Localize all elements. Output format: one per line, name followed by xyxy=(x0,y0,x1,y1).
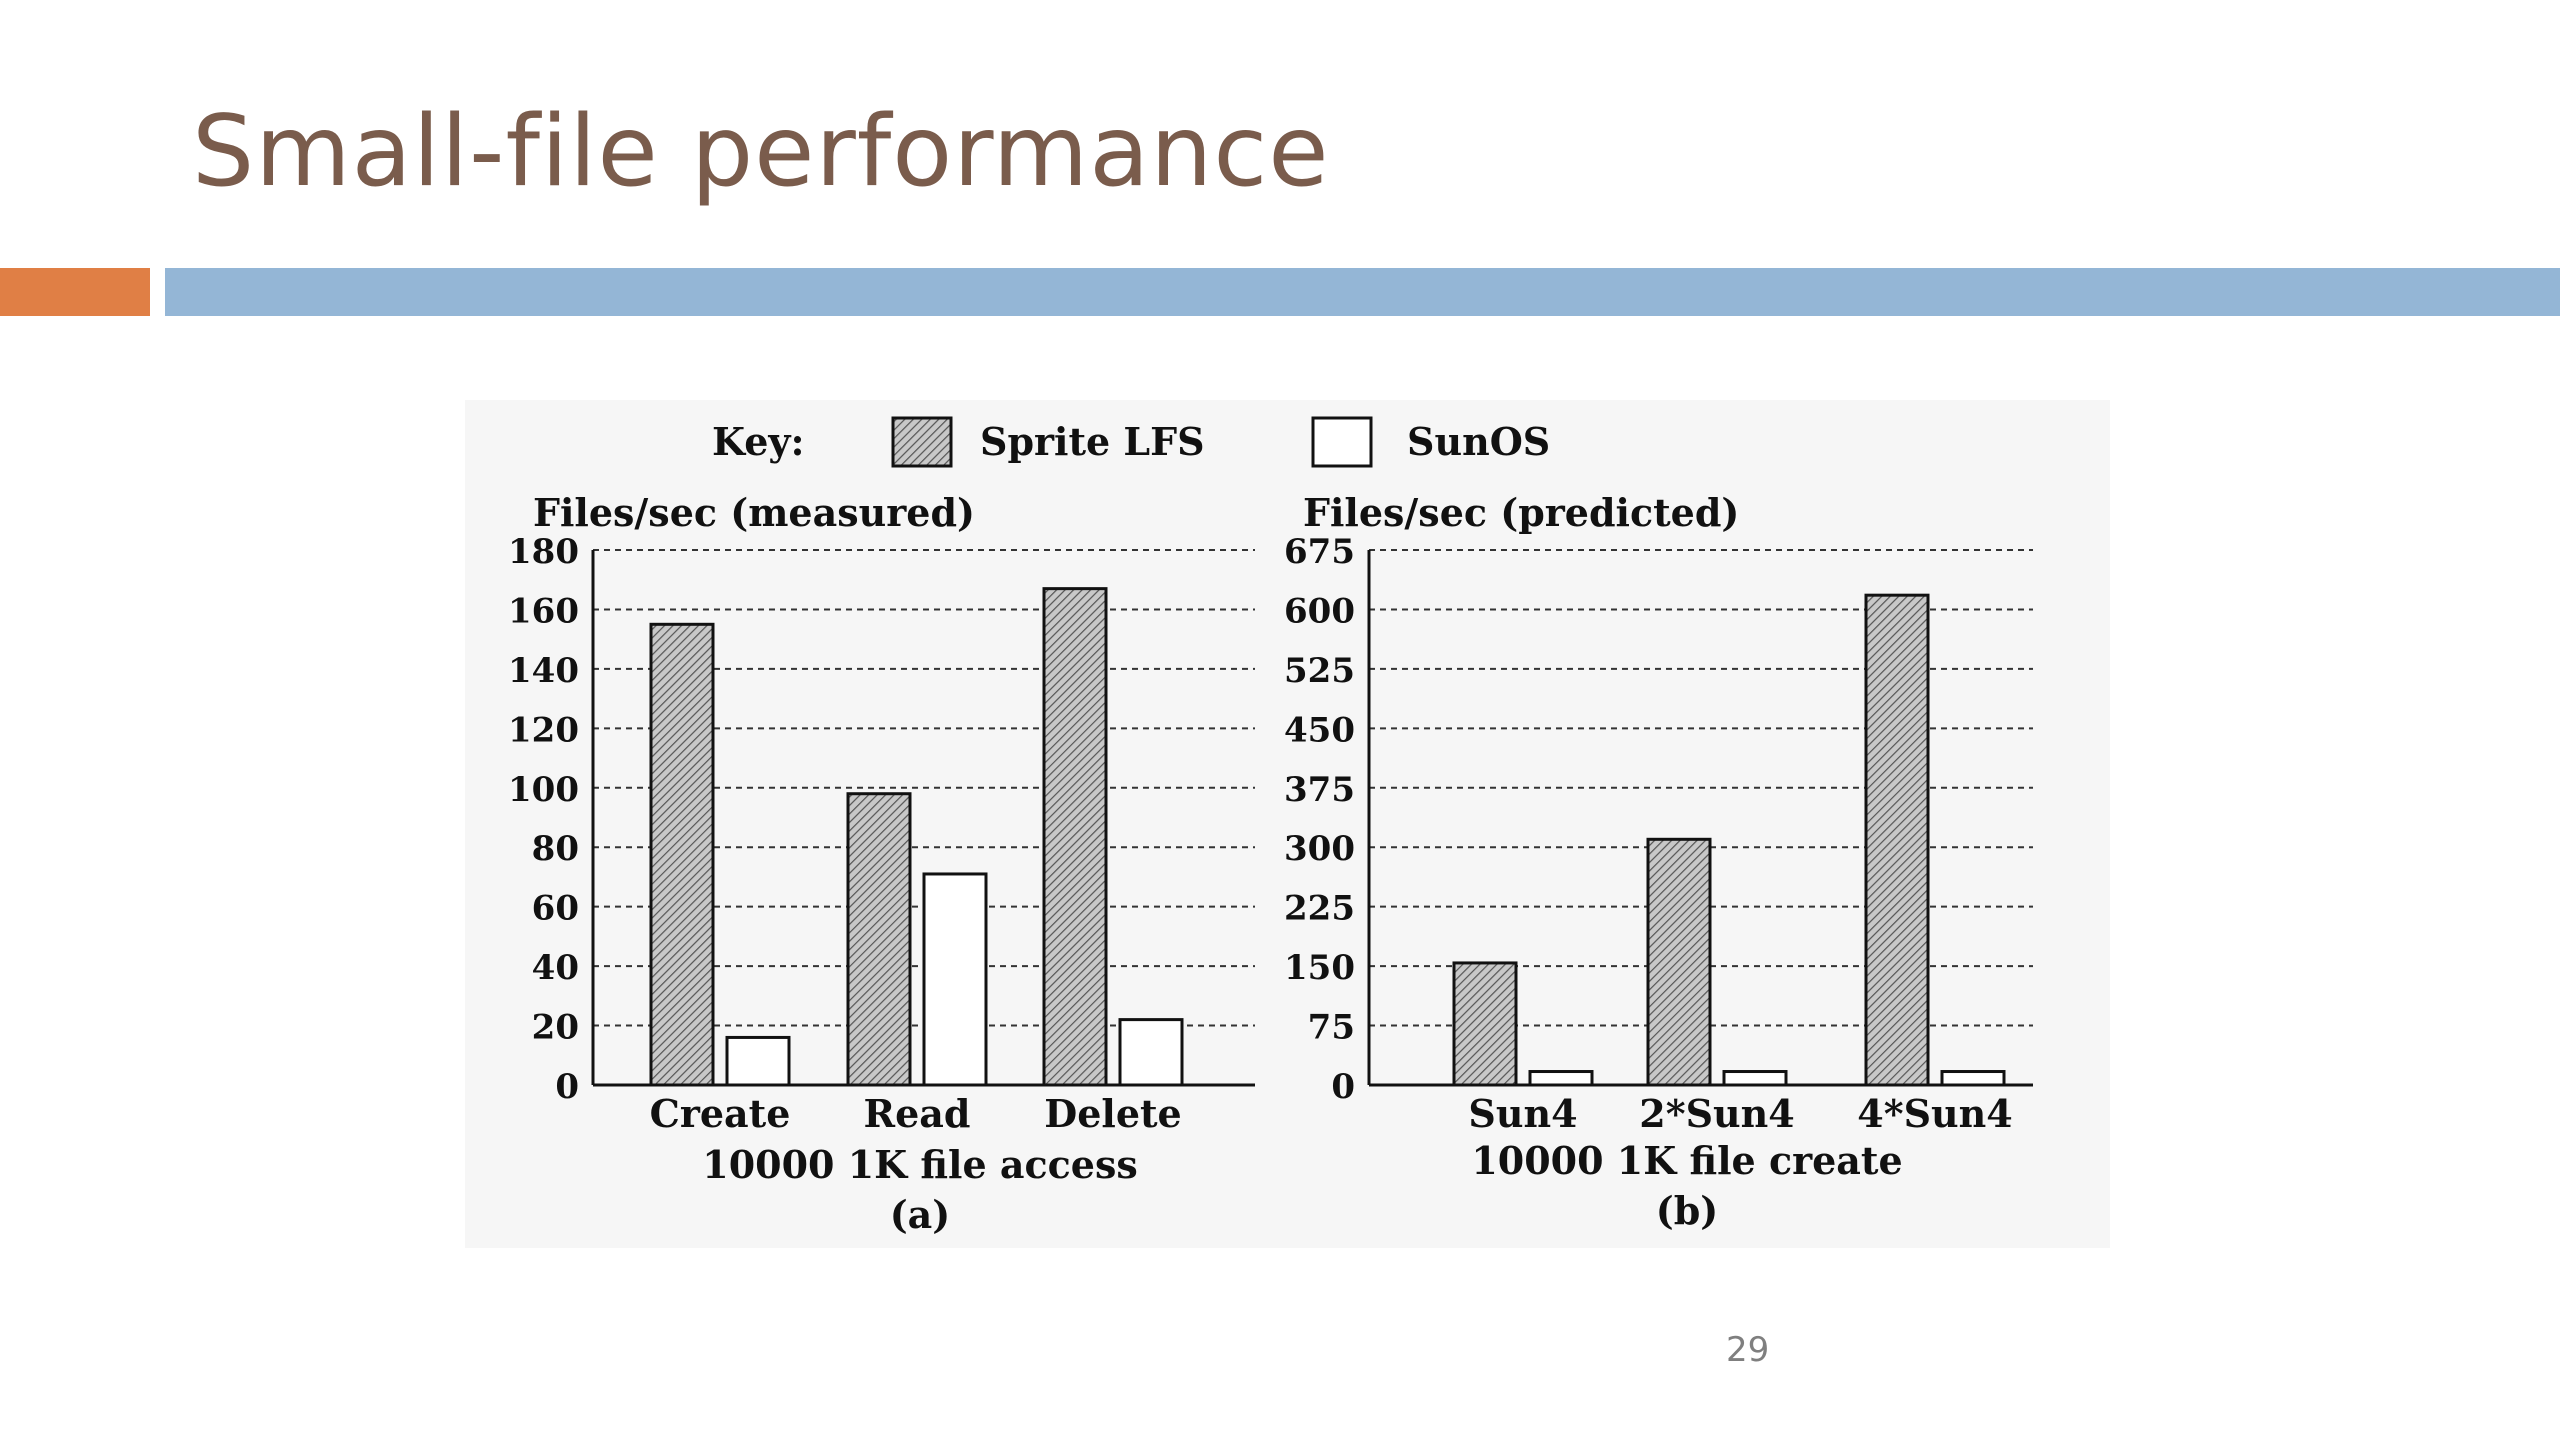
y-tick-label: 150 xyxy=(1284,948,1355,988)
y-tick-label: 450 xyxy=(1284,710,1355,750)
y-tick-label: 120 xyxy=(508,710,579,750)
panel-b-label: (b) xyxy=(1656,1188,1719,1233)
bar-sunos-delete xyxy=(1118,1018,1184,1087)
panel-a-label: (a) xyxy=(890,1192,951,1237)
y-tick-label: 600 xyxy=(1284,591,1355,631)
y-tick-label: 40 xyxy=(532,948,579,988)
legend-label-sunos: SunOS xyxy=(1407,419,1550,464)
bar-sprite-lfs-read xyxy=(846,792,912,1087)
panel-b-y-tick-labels: 0 75 150 225 300 375 450 525 600 675 xyxy=(1284,532,1355,1107)
y-tick-label: 160 xyxy=(508,591,579,631)
x-tick-label: Create xyxy=(650,1091,791,1136)
figure-svg: Key: Sprite LFS SunOS Files/sec (measure… xyxy=(508,416,2033,1237)
panel-a-ylabel: Files/sec (measured) xyxy=(533,490,975,535)
bar-sprite-lfs-4-sun4 xyxy=(1864,593,1930,1087)
y-tick-label: 75 xyxy=(1308,1008,1355,1048)
bar-sunos-2-sun4 xyxy=(1722,1070,1788,1087)
bar-sunos-4-sun4 xyxy=(1940,1070,2006,1087)
y-tick-label: 225 xyxy=(1284,889,1355,929)
title-underline-bar xyxy=(165,268,2560,316)
y-tick-label: 80 xyxy=(532,829,579,869)
chart-panel-b: Files/sec (predicted) 0 75 150 225 300 375 450… xyxy=(1284,490,2033,1233)
panel-a-y-tick-labels: 0 20 40 60 80 100 120 140 160 180 xyxy=(508,532,579,1107)
y-tick-label: 525 xyxy=(1284,651,1355,691)
bar-sunos-read xyxy=(922,872,988,1087)
y-tick-label: 140 xyxy=(508,651,579,691)
accent-bar xyxy=(0,268,150,316)
x-tick-label: 2*Sun4 xyxy=(1639,1091,1794,1136)
panel-a-xlabel: 10000 1K file access xyxy=(702,1142,1137,1187)
bar-sprite-lfs-2-sun4 xyxy=(1646,837,1712,1087)
y-tick-label: 300 xyxy=(1284,829,1355,869)
y-tick-label: 20 xyxy=(532,1008,579,1048)
y-tick-label: 180 xyxy=(508,532,579,572)
x-tick-label: Sun4 xyxy=(1468,1091,1577,1136)
bar-sunos-sun4 xyxy=(1528,1070,1594,1087)
bar-sprite-lfs-delete xyxy=(1042,587,1108,1087)
panel-a-bars xyxy=(649,587,1184,1087)
y-tick-label: 0 xyxy=(1331,1067,1355,1107)
x-tick-label: 4*Sun4 xyxy=(1857,1091,2012,1136)
y-tick-label: 60 xyxy=(532,889,579,929)
chart-panel-a: Files/sec (measured) 0 20 40 60 80 100 120 140 1… xyxy=(508,490,1255,1237)
y-tick-label: 375 xyxy=(1284,770,1355,810)
legend: Key: Sprite LFS SunOS xyxy=(712,416,1550,468)
legend-swatch-sunos xyxy=(1311,416,1373,468)
panel-a-x-tick-labels: Create Read Delete xyxy=(650,1091,1182,1136)
x-tick-label: Read xyxy=(864,1091,971,1136)
x-tick-label: Delete xyxy=(1044,1091,1181,1136)
legend-key-label: Key: xyxy=(712,419,804,464)
y-tick-label: 0 xyxy=(555,1067,579,1107)
panel-b-xlabel: 10000 1K file create xyxy=(1471,1138,1902,1183)
legend-label-sprite-lfs: Sprite LFS xyxy=(980,419,1205,464)
bar-sprite-lfs-sun4 xyxy=(1452,961,1518,1087)
y-tick-label: 675 xyxy=(1284,532,1355,572)
legend-swatch-sprite-lfs xyxy=(891,416,953,468)
slide-title: Small-file performance xyxy=(192,95,1330,209)
panel-b-x-tick-labels: Sun4 2*Sun4 4*Sun4 xyxy=(1468,1091,2012,1136)
bar-sprite-lfs-create xyxy=(649,622,715,1087)
page-number: 29 xyxy=(1726,1330,1770,1370)
bar-sunos-create xyxy=(725,1035,791,1087)
figure: Key: Sprite LFS SunOS Files/sec (measure… xyxy=(465,400,2110,1248)
y-tick-label: 100 xyxy=(508,770,579,810)
panel-b-ylabel: Files/sec (predicted) xyxy=(1303,490,1739,535)
